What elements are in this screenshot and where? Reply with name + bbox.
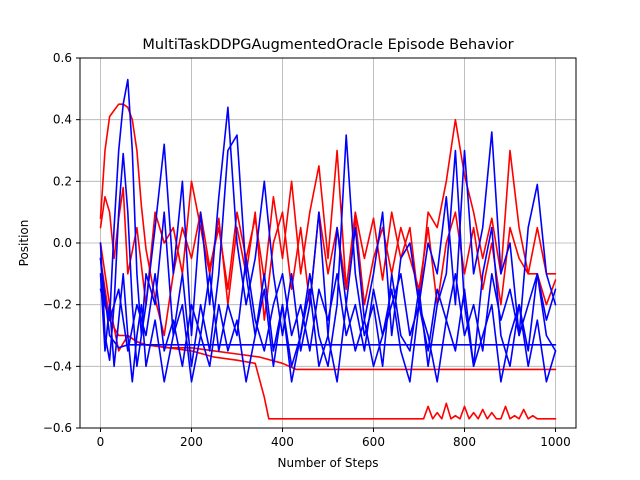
series-line-7 bbox=[99, 272, 557, 383]
series-line-8 bbox=[99, 257, 557, 368]
series-layer bbox=[99, 78, 557, 420]
series-line-1 bbox=[99, 103, 557, 337]
x-tick-label: 200 bbox=[180, 435, 203, 449]
y-tick-label: −0.4 bbox=[43, 359, 72, 373]
y-tick-label: 0.2 bbox=[53, 174, 72, 188]
y-tick-label: −0.6 bbox=[43, 421, 72, 435]
axis-ticks: 0 200 400 600 800 1000 −0.6 −0.4 −0.2 0.0 0.2 0.4 0.… bbox=[43, 51, 571, 449]
y-tick-label: −0.2 bbox=[43, 298, 72, 312]
chart-title: MultiTaskDDPGAugmentedOracle Episode Beh… bbox=[142, 37, 513, 53]
x-tick-label: 400 bbox=[271, 435, 294, 449]
series-line-9 bbox=[99, 257, 557, 349]
y-tick-label: 0.0 bbox=[53, 236, 72, 250]
x-tick-label: 1000 bbox=[540, 435, 571, 449]
x-axis-label: Number of Steps bbox=[278, 456, 379, 470]
x-tick-label: 800 bbox=[453, 435, 476, 449]
y-axis-label: Position bbox=[17, 220, 31, 267]
y-tick-label: 0.6 bbox=[53, 51, 72, 65]
x-tick-label: 600 bbox=[362, 435, 385, 449]
x-tick-label: 0 bbox=[97, 435, 105, 449]
y-tick-label: 0.4 bbox=[53, 113, 72, 127]
